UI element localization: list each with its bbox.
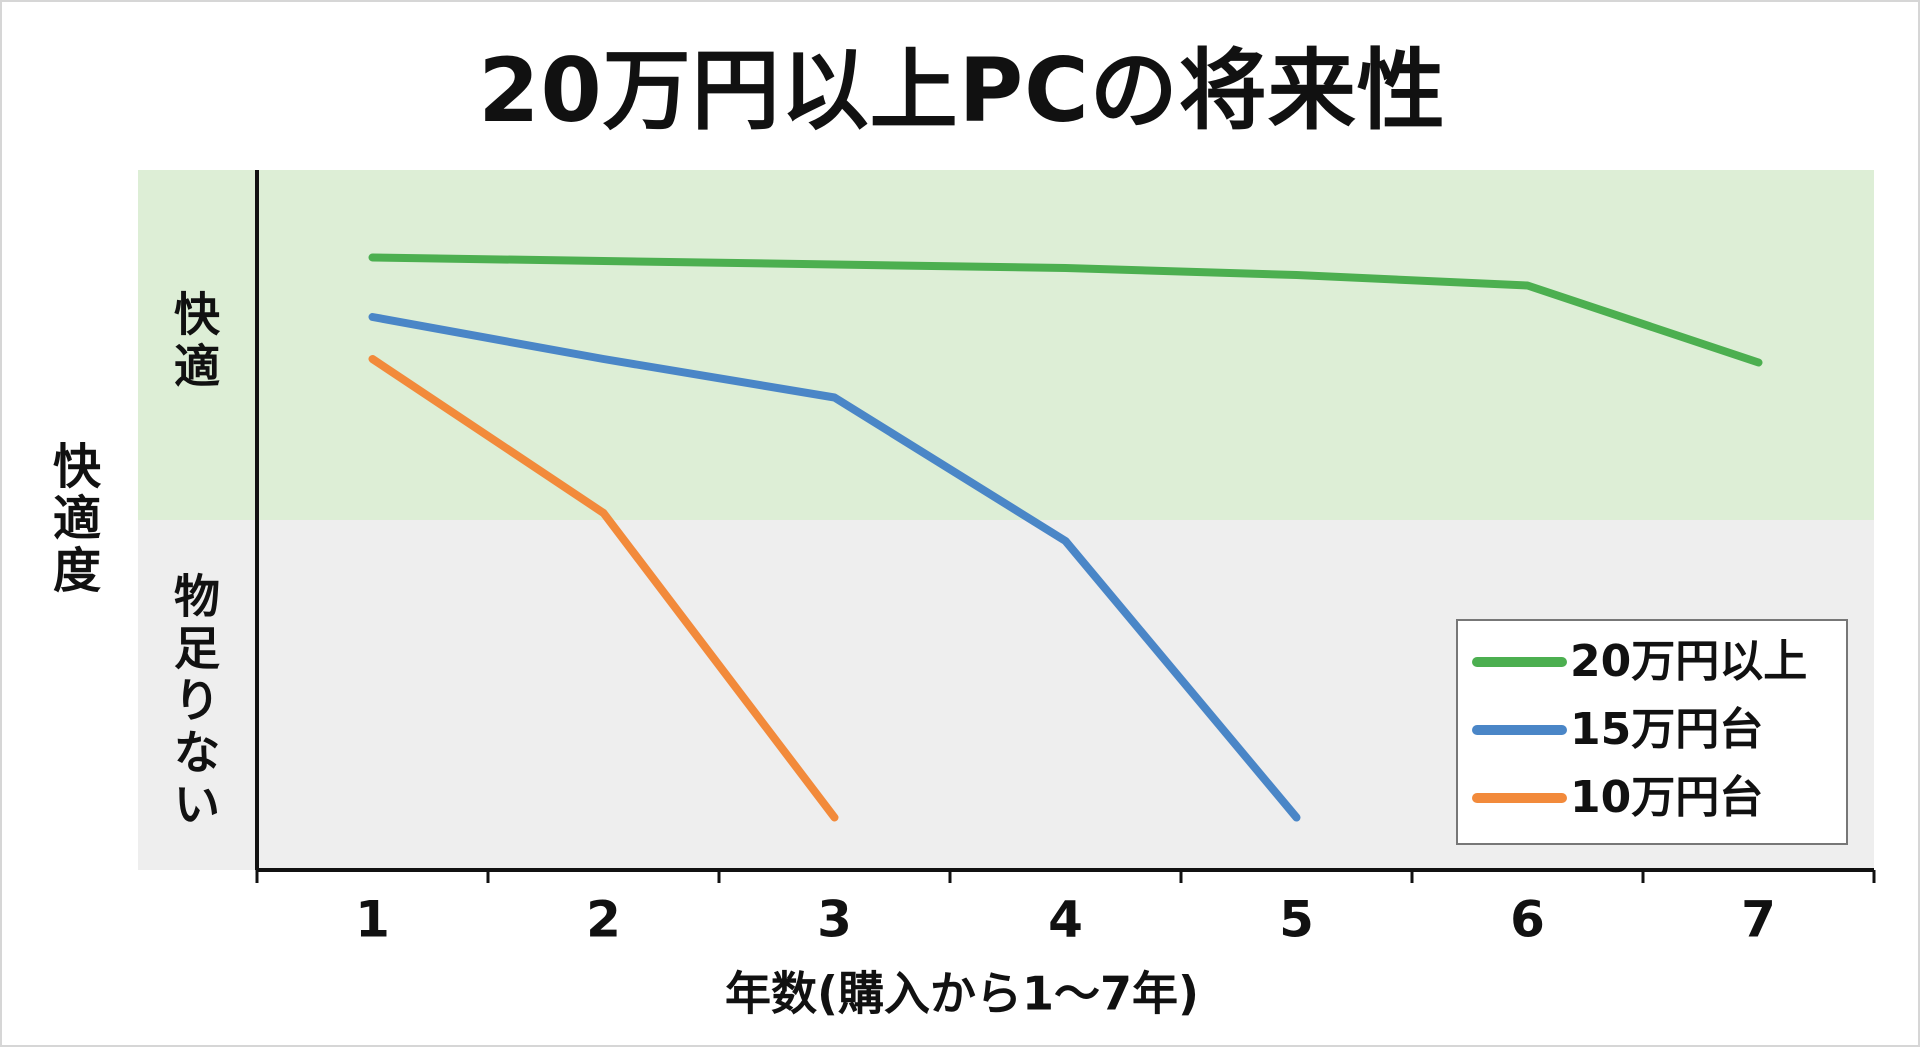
x-tick-label-2: 2 (586, 891, 621, 949)
band-label-comfortable-char-1: 適 (174, 340, 220, 394)
legend-label-1: 15万円台 (1570, 704, 1763, 755)
band-label-comfortable-char-0: 快 (174, 288, 221, 342)
series-line-0 (368, 253, 1763, 367)
x-axis-label: 年数(購入から1〜7年) (725, 967, 1199, 1021)
y-axis-label-char-0: 快 (53, 439, 102, 495)
series-line-1 (368, 313, 1301, 822)
comfortable-band (138, 170, 1874, 520)
series-line-2 (368, 355, 839, 822)
band-label-insufficient-char-3: な (174, 726, 220, 780)
band-label-insufficient-char-0: 物 (174, 570, 220, 624)
band-label-insufficient-char-4: い (174, 778, 220, 832)
legend-label-2: 10万円台 (1570, 772, 1763, 823)
band-label-insufficient-char-2: り (174, 674, 220, 728)
x-tick-label-3: 3 (817, 891, 852, 949)
x-tick-label-1: 1 (355, 891, 390, 949)
legend-label-0: 20万円以上 (1570, 636, 1807, 687)
y-axis-label-char-2: 度 (53, 543, 101, 599)
y-axis-label-char-1: 適 (53, 491, 101, 547)
x-tick-label-5: 5 (1279, 891, 1314, 949)
x-tick-label-4: 4 (1048, 891, 1083, 949)
chart-title: 20万円以上PCの将来性 (478, 39, 1446, 142)
band-label-insufficient-char-1: 足 (174, 622, 220, 676)
x-tick-label-6: 6 (1510, 891, 1545, 949)
x-tick-label-7: 7 (1741, 891, 1776, 949)
